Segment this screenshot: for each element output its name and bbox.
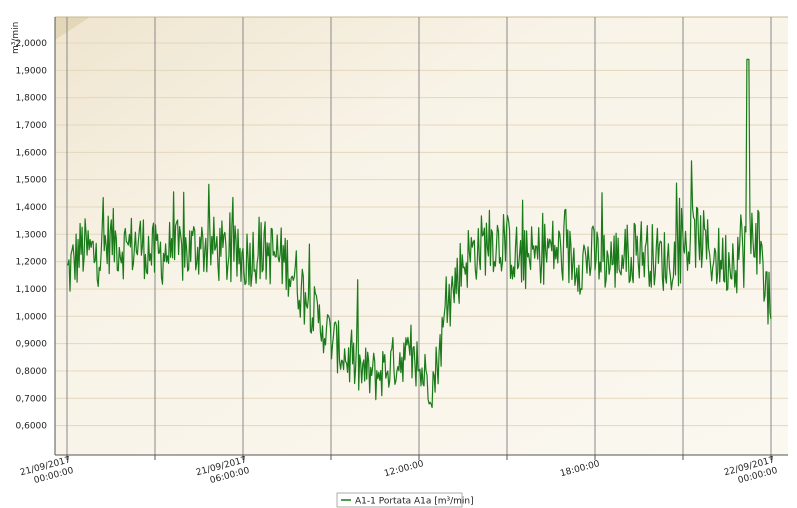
x-tick-text: 12:00:00 [383,459,425,479]
x-tick-label: 12:00:00 [383,459,425,479]
legend-label: A1-1 Portata A1a [m³/min] [355,497,474,507]
y-tick-label: 1,8000 [16,94,48,104]
y-tick-label: 0,9000 [16,340,48,350]
y-tick-label: 0,6000 [16,422,48,432]
legend-box [336,492,463,508]
y-tick-label: 1,9000 [16,66,48,76]
series-line [66,58,772,408]
y-axis-label: m³/min [11,22,21,54]
y-tick-label: 1,3000 [16,230,48,240]
y-tick-label: 1,1000 [16,285,48,295]
y-tick-label: 0,8000 [16,367,48,377]
x-tick-text: 18:00:00 [559,459,601,479]
y-tick-label: 1,2000 [16,258,48,268]
x-tick-label: 18:00:00 [559,459,601,479]
y-tick-label: 1,6000 [16,148,48,158]
y-tick-label: 0,7000 [16,394,48,404]
y-tick-label: 2,0000 [16,39,48,49]
legend: A1-1 Portata A1a [m³/min] [336,492,474,508]
y-tick-label: 1,0000 [16,312,48,322]
y-tick-label: 1,4000 [16,203,48,213]
y-tick-label: 1,5000 [16,176,48,186]
horizontal-gridlines [55,42,788,427]
y-tick-label: 1,7000 [16,121,48,131]
corner-flap [55,17,90,40]
y-tick-labels: 2,0000 1,9000 1,8000 1,7000 1,6000 1,5000 1,40… [16,39,48,432]
